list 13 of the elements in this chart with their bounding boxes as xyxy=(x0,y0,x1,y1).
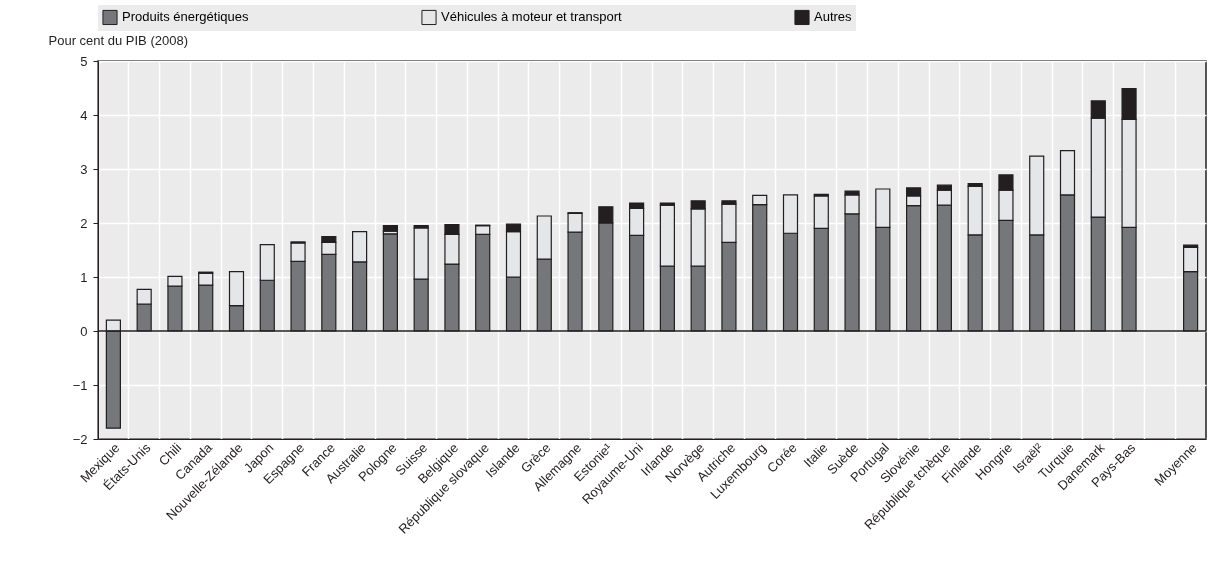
y-tick-label: 4 xyxy=(80,107,88,123)
y-tick-label: 2 xyxy=(80,215,88,231)
y-tick-label: 5 xyxy=(80,53,88,69)
y-tick-label: 1 xyxy=(80,269,88,285)
legend-label: Autres xyxy=(814,9,853,25)
legend-label: Véhicules à moteur et transport xyxy=(441,9,623,25)
y-tick-label: −1 xyxy=(72,377,88,393)
legend-label: Produits énergétiques xyxy=(122,9,249,25)
y-tick-label: −2 xyxy=(72,431,88,447)
y-tick-label: 3 xyxy=(80,161,88,177)
bar xyxy=(382,225,398,232)
y-axis-title: Pour cent du PIB (2008) xyxy=(48,32,188,48)
y-tick-label: 0 xyxy=(80,323,88,339)
